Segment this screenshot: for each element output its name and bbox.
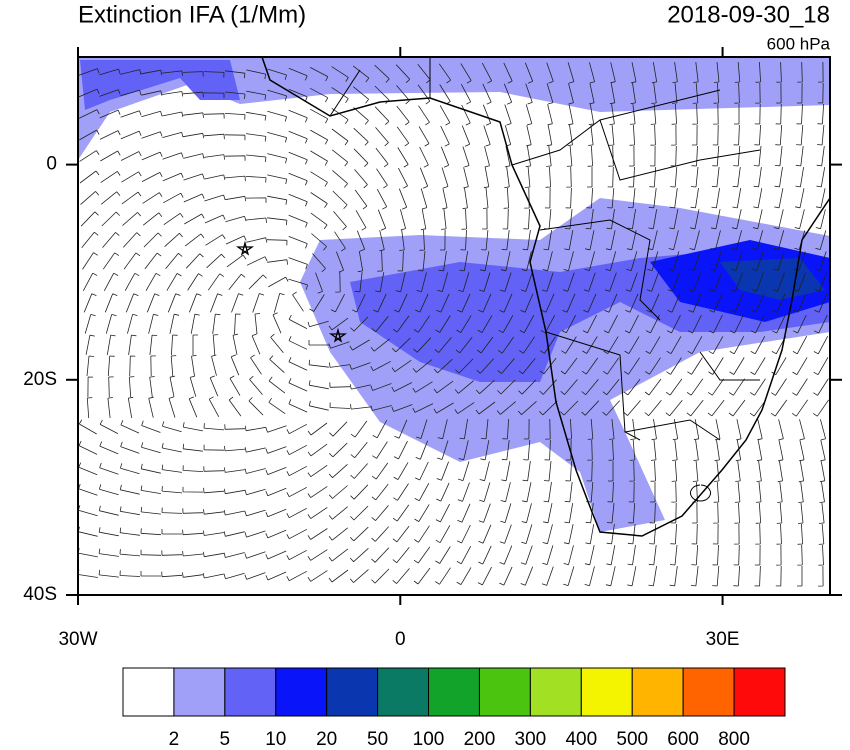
colorbar-label: 20: [316, 729, 337, 750]
colorbar-box: [682, 667, 735, 717]
colorbar-box: [224, 667, 277, 717]
colorbar-label: 500: [616, 729, 648, 750]
colorbar-box: [173, 667, 226, 717]
colorbar-box: [275, 667, 328, 717]
y-tick-label: 0: [46, 154, 57, 175]
colorbar-label: 10: [265, 729, 286, 750]
colorbar-box: [529, 667, 582, 717]
aerosol-light: [78, 57, 830, 160]
map-layer: [78, 57, 830, 587]
colorbar-label: 300: [515, 729, 547, 750]
colorbar-label: 800: [718, 729, 750, 750]
y-tick-label: 40S: [23, 584, 57, 605]
stars: [235, 240, 348, 343]
map-frame: [77, 56, 831, 596]
colorbar-label: 600: [667, 729, 699, 750]
y-tick-label: 20S: [23, 369, 57, 390]
colorbar-label: 400: [565, 729, 597, 750]
title: Extinction IFA (1/Mm): [78, 1, 306, 28]
colorbar-box: [733, 667, 786, 717]
x-tick-label: 30W: [58, 629, 97, 650]
coastline: [261, 57, 830, 537]
x-tick-label: 30E: [706, 629, 740, 650]
colorbar-box: [478, 667, 531, 717]
colorbar-box: [631, 667, 684, 717]
borders: [329, 57, 761, 502]
axis-ticks: 30W 0 30E 0 20S 40S: [23, 47, 842, 650]
colorbar-box: [580, 667, 633, 717]
colorbar: 2 5 10 20 50 100 200 300 400 500 600 800: [122, 667, 786, 750]
colorbar-box: [122, 667, 175, 717]
colorbar-label: 2: [169, 729, 180, 750]
level: 600 hPa: [767, 34, 831, 53]
colorbar-label: 100: [413, 729, 445, 750]
colorbar-label: 5: [220, 729, 231, 750]
colorbar-label: 50: [367, 729, 388, 750]
date: 2018-09-30_18: [667, 1, 830, 28]
x-tick-label: 0: [395, 629, 406, 650]
colorbar-box: [377, 667, 430, 717]
colorbar-box: [326, 667, 379, 717]
colorbar-box: [428, 667, 480, 717]
colorbar-label: 200: [464, 729, 496, 750]
wind-barbs: [78, 61, 830, 587]
